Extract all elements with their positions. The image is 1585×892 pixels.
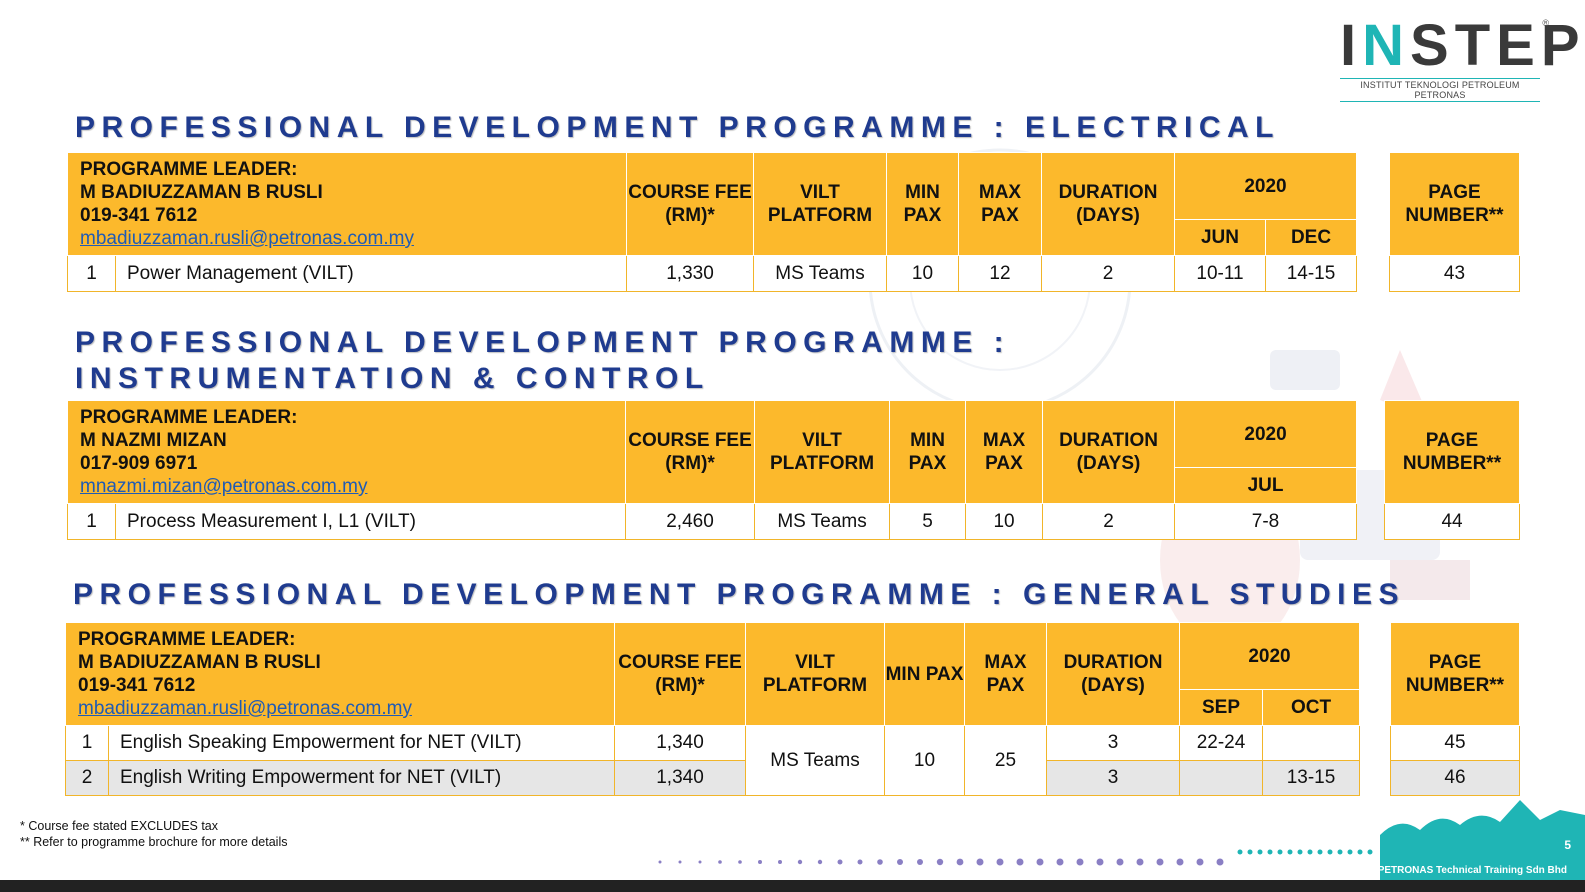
date-sep	[1179, 760, 1263, 796]
header-duration: DURATION (DAYS)	[1046, 622, 1180, 726]
header-course-fee: COURSE FEE (RM)*	[626, 152, 754, 256]
header-max-pax: MAX PAX	[964, 622, 1047, 726]
header-min-pax: MIN PAX	[889, 400, 967, 504]
min-pax: 10	[886, 255, 959, 292]
leader-name: M NAZMI MIZAN	[80, 430, 227, 451]
platform: MS Teams	[753, 255, 887, 292]
page-number: 46	[1390, 760, 1520, 796]
platform: MS Teams	[745, 725, 885, 796]
header-course-fee: COURSE FEE (RM)*	[614, 622, 746, 726]
table-row: 1 Process Measurement I, L1 (VILT) 2,460…	[67, 503, 1521, 540]
header-course-fee: COURSE FEE (RM)*	[625, 400, 756, 504]
header-month-jul: JUL	[1174, 467, 1358, 504]
date-sep: 22-24	[1179, 725, 1263, 761]
leader-phone: 019-341 7612	[78, 675, 196, 696]
date-jun: 10-11	[1174, 255, 1266, 292]
header-duration: DURATION (DAYS)	[1042, 400, 1176, 504]
leader-name: M BADIUZZAMAN B RUSLI	[80, 182, 323, 203]
min-pax: 10	[884, 725, 965, 796]
table-general-studies: PROGRAMME LEADER: M BADIUZZAMAN B RUSLI …	[65, 622, 1520, 796]
header-vilt-platform: VILT PLATFORM	[745, 622, 885, 726]
logo-subtitle: INSTITUT TEKNOLOGI PETROLEUM PETRONAS	[1340, 78, 1540, 102]
course-fee: 1,340	[614, 725, 746, 761]
header-year: 2020	[1179, 622, 1360, 690]
section-title-electrical: PROFESSIONAL DEVELOPMENT PROGRAMME : ELE…	[75, 111, 1280, 144]
header-page-number: PAGE NUMBER**	[1384, 400, 1521, 504]
logo-text: INSTEP	[1340, 13, 1585, 78]
table-instrumentation: PROGRAMME LEADER: M NAZMI MIZAN 017-909 …	[66, 400, 1521, 540]
company-name: PETRONAS Technical Training Sdn Bhd	[1377, 865, 1567, 876]
min-pax: 5	[889, 503, 967, 540]
table-electrical: PROGRAMME LEADER: M BADIUZZAMAN B RUSLI …	[67, 152, 1520, 292]
date-jul: 7-8	[1174, 503, 1358, 540]
leader-name: M BADIUZZAMAN B RUSLI	[78, 652, 321, 673]
header-vilt-platform: VILT PLATFORM	[754, 400, 891, 504]
duration-days: 2	[1042, 503, 1176, 540]
course-fee: 1,330	[626, 255, 754, 292]
course-name: English Speaking Empowerment for NET (VI…	[108, 725, 615, 761]
section-title-instrumentation-line2: INSTRUMENTATION & CONTROL	[75, 362, 710, 395]
page-number: 43	[1389, 255, 1520, 292]
row-number: 1	[67, 503, 116, 540]
header-month-oct: OCT	[1262, 689, 1360, 726]
leader-email-link[interactable]: mnazmi.mizan@petronas.com.my	[80, 476, 368, 497]
page-number: 45	[1390, 725, 1520, 761]
leader-phone: 019-341 7612	[80, 205, 198, 226]
max-pax: 12	[958, 255, 1042, 292]
footnote-tax: * Course fee stated EXCLUDES tax	[20, 819, 219, 833]
header-max-pax: MAX PAX	[958, 152, 1042, 256]
date-oct	[1262, 725, 1360, 761]
table-row: 1 Power Management (VILT) 1,330 MS Teams…	[67, 255, 1520, 292]
programme-leader: PROGRAMME LEADER: M NAZMI MIZAN 017-909 …	[66, 400, 627, 504]
row-number: 1	[67, 255, 116, 292]
page-number: 44	[1384, 503, 1521, 540]
column-gap	[1357, 401, 1385, 540]
row-number: 2	[65, 760, 109, 796]
header-month-dec: DEC	[1265, 219, 1357, 256]
course-fee: 2,460	[625, 503, 756, 540]
header-duration: DURATION (DAYS)	[1041, 152, 1175, 256]
table-row: 1 English Speaking Empowerment for NET (…	[65, 725, 1520, 796]
duration-days: 2	[1041, 255, 1175, 292]
header-year: 2020	[1174, 400, 1358, 468]
registered-mark: ®	[1542, 18, 1549, 28]
instep-logo: INSTEP INSTITUT TEKNOLOGI PETROLEUM PETR…	[1340, 13, 1585, 102]
duration-days: 3	[1046, 760, 1180, 796]
header-max-pax: MAX PAX	[965, 400, 1044, 504]
table-row: 2 English Writing Empowerment for NET (V…	[65, 760, 1520, 796]
leader-label: PROGRAMME LEADER:	[78, 629, 296, 650]
row-number: 1	[65, 725, 109, 761]
header-page-number: PAGE NUMBER**	[1390, 622, 1520, 726]
leader-email-link[interactable]: mbadiuzzaman.rusli@petronas.com.my	[78, 698, 412, 719]
header-min-pax: MIN PAX	[886, 152, 959, 256]
date-dec: 14-15	[1265, 255, 1357, 292]
programme-leader: PROGRAMME LEADER: M BADIUZZAMAN B RUSLI …	[65, 622, 615, 726]
header-vilt-platform: VILT PLATFORM	[753, 152, 887, 256]
header-year: 2020	[1174, 152, 1357, 220]
section-title-instrumentation: PROFESSIONAL DEVELOPMENT PROGRAMME :	[75, 326, 1011, 359]
header-page-number: PAGE NUMBER**	[1389, 152, 1520, 256]
slide-number: 5	[1564, 838, 1571, 852]
platform: MS Teams	[754, 503, 891, 540]
leader-email-link[interactable]: mbadiuzzaman.rusli@petronas.com.my	[80, 228, 414, 249]
course-name: Power Management (VILT)	[115, 255, 627, 292]
date-oct: 13-15	[1262, 760, 1360, 796]
section-title-general-studies: PROFESSIONAL DEVELOPMENT PROGRAMME : GEN…	[73, 578, 1405, 611]
duration-days: 3	[1046, 725, 1180, 761]
programme-leader: PROGRAMME LEADER: M BADIUZZAMAN B RUSLI …	[67, 152, 627, 256]
leader-label: PROGRAMME LEADER:	[80, 407, 298, 428]
column-gap	[1357, 153, 1390, 292]
footnote-brochure: ** Refer to programme brochure for more …	[20, 835, 288, 849]
course-name: Process Measurement I, L1 (VILT)	[114, 503, 627, 540]
header-min-pax: MIN PAX	[884, 622, 965, 726]
leader-label: PROGRAMME LEADER:	[80, 159, 298, 180]
column-gap	[1360, 623, 1391, 796]
course-fee: 1,340	[614, 760, 746, 796]
course-name: English Writing Empowerment for NET (VIL…	[108, 760, 615, 796]
header-month-sep: SEP	[1179, 689, 1263, 726]
header-month-jun: JUN	[1174, 219, 1266, 256]
leader-phone: 017-909 6971	[80, 453, 198, 474]
max-pax: 25	[964, 725, 1047, 796]
max-pax: 10	[965, 503, 1044, 540]
